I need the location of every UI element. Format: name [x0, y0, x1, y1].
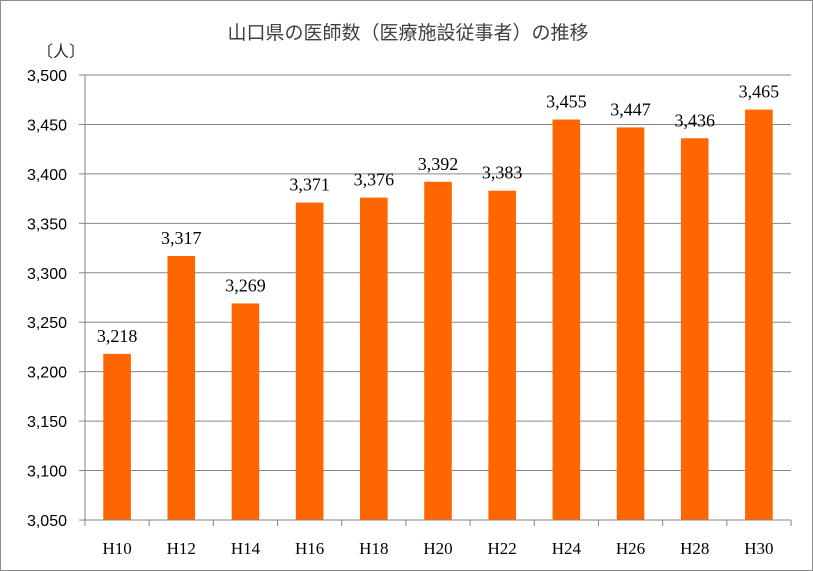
x-tick-label: H30 [744, 539, 773, 558]
y-tick-label: 3,500 [27, 68, 67, 85]
data-label: 3,392 [418, 154, 459, 174]
data-label: 3,371 [289, 175, 330, 195]
x-tick-label: H20 [423, 539, 452, 558]
data-label: 3,465 [739, 82, 780, 102]
y-axis-unit-label: 〔人〕 [37, 42, 85, 61]
bar [424, 181, 452, 521]
chart-title: 山口県の医師数（医療施設従事者）の推移 [227, 22, 588, 44]
x-tick-label: H12 [167, 539, 196, 558]
bar [167, 255, 196, 520]
bar [360, 197, 388, 520]
data-label: 3,269 [225, 275, 266, 295]
bar [680, 138, 709, 521]
y-tick-label: 3,350 [27, 216, 67, 233]
bar [745, 109, 773, 520]
axes [79, 74, 792, 526]
y-tick-label: 3,100 [27, 464, 67, 481]
data-label: 3,383 [482, 163, 523, 183]
x-tick-label: H14 [231, 539, 261, 558]
y-tick-label: 3,400 [27, 167, 67, 184]
data-label: 3,218 [97, 326, 138, 346]
x-tick-label: H10 [102, 539, 131, 558]
bar [103, 353, 131, 520]
data-label: 3,447 [610, 99, 651, 119]
x-tick-label: H16 [295, 539, 324, 558]
x-tick-label: H18 [359, 539, 388, 558]
y-tick-label: 3,050 [27, 513, 67, 530]
data-label: 3,455 [546, 92, 587, 112]
y-tick-label: 3,450 [27, 117, 67, 134]
bar [231, 303, 260, 520]
bars [103, 109, 773, 521]
labels: 3,050 3,100 3,150 3,200 3,250 3,300 3,350 3,400… [27, 68, 779, 558]
bar [616, 127, 645, 521]
x-tick-label: H26 [616, 539, 645, 558]
y-tick-label: 3,300 [27, 266, 67, 283]
x-tick-label: H28 [680, 539, 709, 558]
bar [552, 119, 581, 520]
bar [295, 202, 324, 521]
data-label: 3,376 [354, 170, 395, 190]
bar [488, 190, 516, 520]
y-tick-label: 3,200 [27, 365, 67, 382]
data-label: 3,436 [674, 110, 715, 130]
x-tick-label: H22 [488, 539, 517, 558]
y-tick-label: 3,250 [27, 315, 67, 332]
x-tick-label: H24 [552, 539, 582, 558]
y-tick-label: 3,150 [27, 414, 67, 431]
data-label: 3,317 [161, 228, 202, 248]
